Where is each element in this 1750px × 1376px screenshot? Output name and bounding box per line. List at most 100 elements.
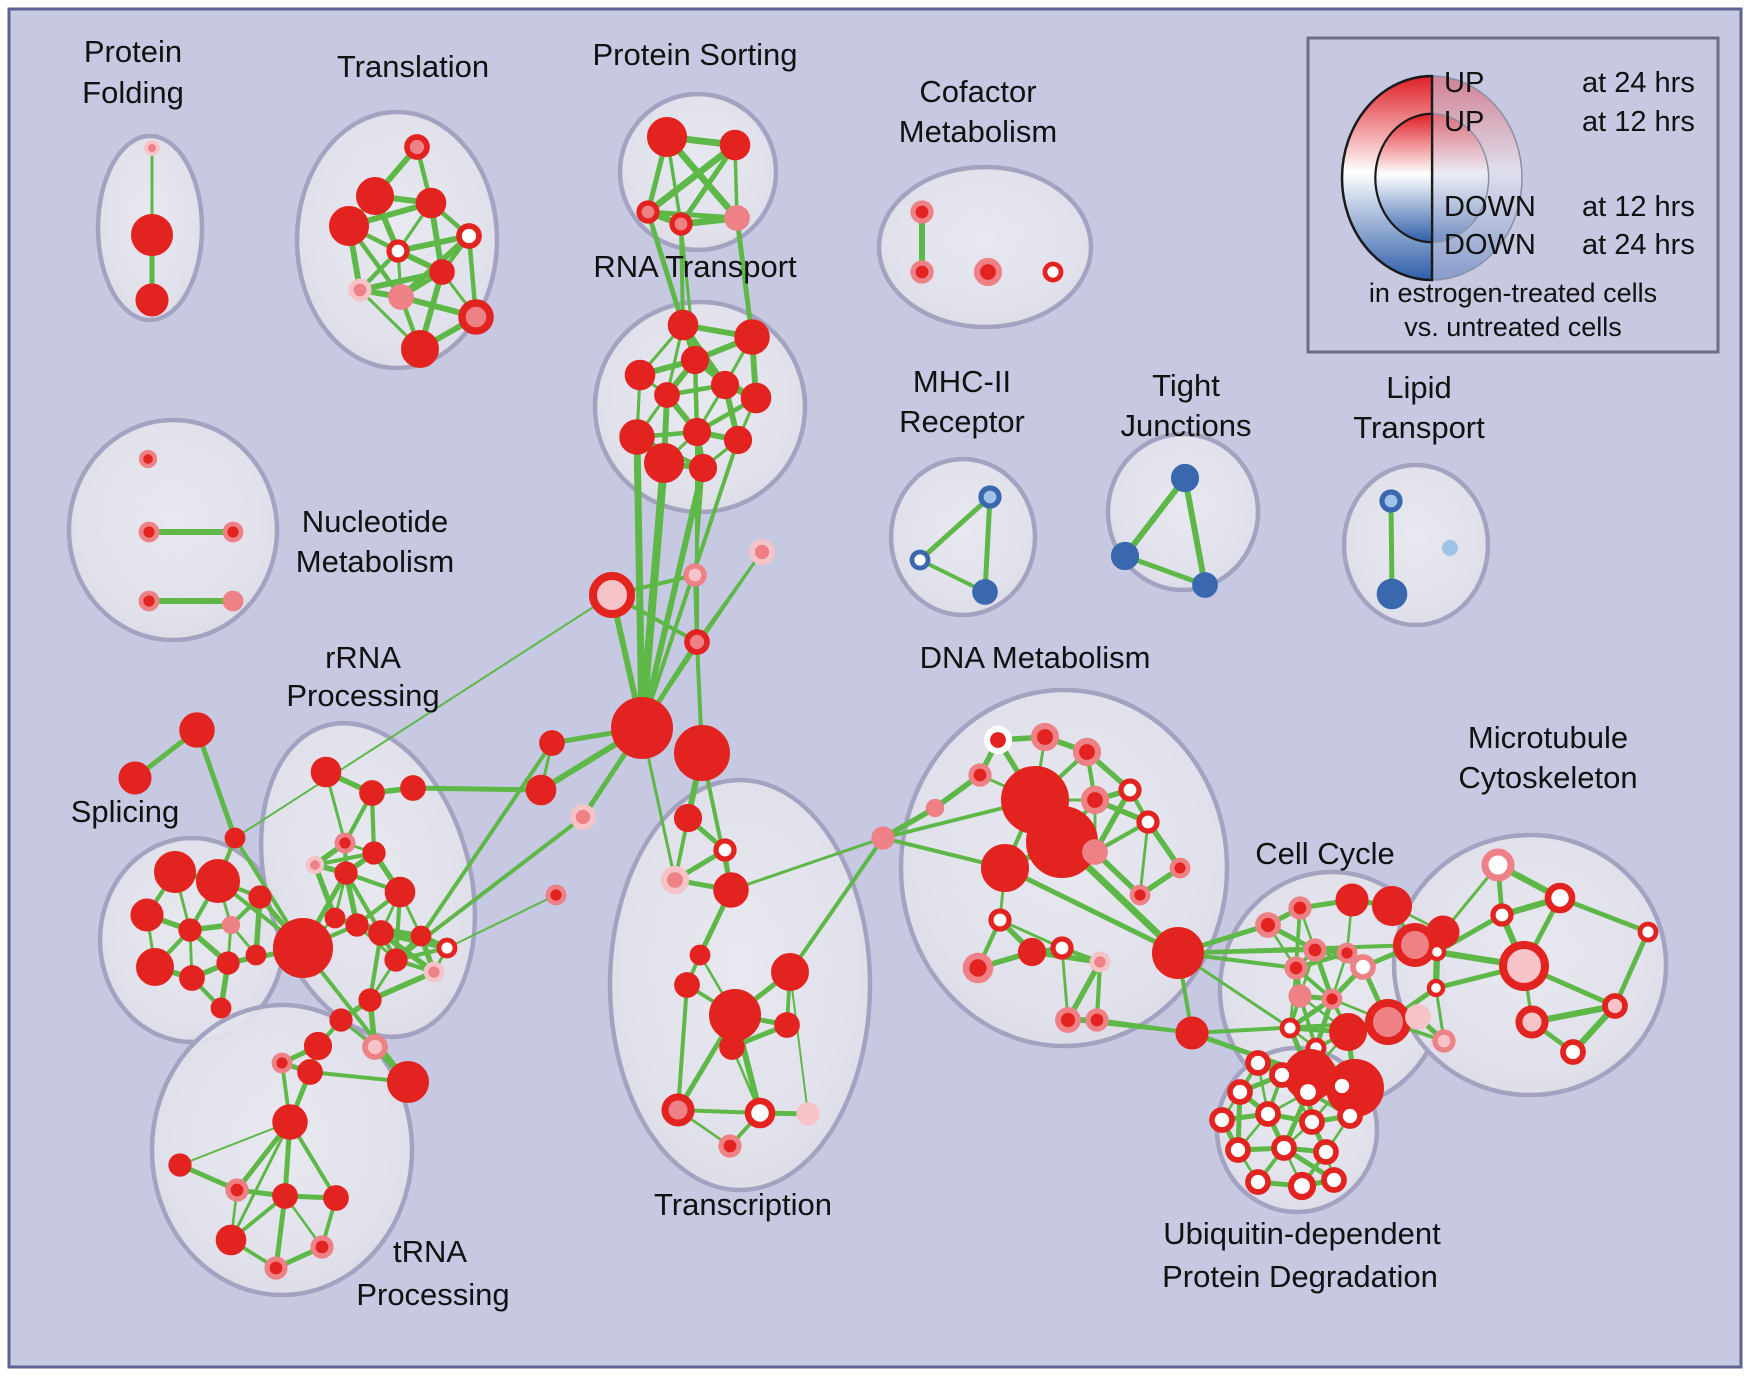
network-node-rrn [345, 913, 369, 937]
network-node-txn [713, 872, 749, 908]
legend-row-direction: UP [1444, 106, 1484, 138]
network-node-cof [910, 200, 934, 224]
cluster-label-cof: Metabolism [899, 114, 1058, 149]
legend-row-time: at 24 hrs [1582, 229, 1695, 261]
network-node-txn [744, 1097, 776, 1129]
network-edge-link [789, 971, 809, 1115]
network-node-hub [570, 804, 596, 830]
network-node-cof [973, 257, 1003, 287]
network-node-trn [215, 1224, 247, 1256]
network-node-trn [272, 1183, 298, 1209]
network-node-spl [224, 827, 246, 849]
network-edge-link [194, 727, 238, 841]
network-node-hub [684, 629, 710, 655]
legend-row-time: at 12 hrs [1582, 191, 1695, 223]
network-edge-link [639, 465, 706, 731]
network-node-tra [415, 187, 447, 219]
network-node-dna [1017, 937, 1047, 967]
network-node-dna [925, 798, 945, 818]
network-node-tra [458, 299, 494, 335]
layer-nodes [118, 117, 1659, 1280]
network-node-tra [401, 330, 439, 368]
network-node-rna [654, 382, 680, 408]
network-node-cc [1303, 938, 1327, 962]
network-node-txn [774, 1012, 800, 1038]
network-node-trn [271, 1052, 293, 1074]
cluster-ellipse-mhc [888, 456, 1038, 618]
network-node-trn [264, 1256, 288, 1280]
network-edge-link [229, 1120, 292, 1242]
network-node-cc [1405, 1004, 1431, 1030]
network-node-rrn [334, 861, 358, 885]
network-node-cc [1372, 886, 1412, 926]
network-node-rrn [324, 907, 346, 929]
network-node-txn [673, 803, 703, 833]
network-node-trn [168, 1153, 192, 1177]
network-node-spl [216, 951, 240, 975]
network-node-dna [962, 952, 994, 984]
legend-row-direction: DOWN [1444, 191, 1536, 223]
network-node-cc [1365, 999, 1411, 1045]
network-node-ps [669, 212, 693, 236]
network-node-spl [248, 885, 272, 909]
cluster-label-mt: Cytoskeleton [1458, 760, 1637, 795]
network-node-dna [871, 826, 895, 850]
legend-caption: vs. untreated cells [1404, 312, 1622, 342]
network-node-dna [1030, 722, 1060, 752]
legend: UP at 24 hrs UP at 12 hrs DOWN at 12 hrs DOWN a… [1306, 36, 1720, 354]
network-node-trn [225, 1178, 249, 1202]
network-node-spl [210, 997, 232, 1019]
network-node-rna [734, 319, 770, 355]
network-node-rna [682, 417, 712, 447]
cluster-ellipse-cof [876, 164, 1094, 330]
network-node-mt [1499, 941, 1549, 991]
network-node-rrn [273, 918, 333, 978]
legend-ring-12h-solid [1374, 112, 1434, 244]
network-node-txn [718, 1134, 742, 1158]
network-edge-mt [1557, 895, 1651, 935]
network-node-ubi [1227, 1079, 1253, 1105]
network-edge-link [179, 1121, 291, 1166]
network-node-rrn [368, 920, 394, 946]
network-node-mt [1602, 993, 1628, 1019]
network-node-dna [983, 725, 1013, 755]
network-node-rna [644, 443, 684, 483]
network-node-cc [1329, 1013, 1367, 1051]
cluster-ellipse-txn [607, 777, 873, 1193]
cluster-label-rrn: rRNA [325, 640, 401, 675]
network-node-rna [619, 419, 655, 455]
network-node-nuc [222, 521, 244, 543]
cluster-label-trn: tRNA [393, 1234, 467, 1269]
network-node-cc [1279, 1017, 1301, 1039]
network-node-dna [1118, 778, 1142, 802]
network-node-dna [1129, 884, 1151, 906]
cluster-label-ubi: Protein Degradation [1162, 1259, 1438, 1294]
network-node-dna [1085, 1008, 1109, 1032]
network-node-ubi [1321, 1167, 1347, 1193]
network-node-nuc [138, 590, 160, 612]
network-node-rrn [400, 775, 426, 801]
network-edge-link [645, 209, 686, 328]
network-node-cc [1432, 1029, 1456, 1053]
network-node-txn [545, 884, 567, 906]
network-node-spl [221, 915, 241, 935]
network-node-rrn [358, 988, 382, 1012]
network-node-ubi [1313, 1139, 1339, 1165]
network-node-txn [674, 972, 700, 998]
network-edge-dna [1138, 820, 1150, 897]
network-node-trn [297, 1059, 323, 1085]
network-node-rrn [305, 855, 325, 875]
cluster-label-cof: Cofactor [919, 74, 1036, 109]
network-node-dna [1055, 1007, 1081, 1033]
network-node-cc [1152, 927, 1204, 979]
network-node-spl [136, 948, 174, 986]
network-node-ubi [1337, 1103, 1363, 1129]
network-node-ubi [1299, 1109, 1325, 1135]
network-node-spl [196, 859, 240, 903]
network-node-tra [388, 284, 414, 310]
network-node-nuc [138, 521, 160, 543]
network-node-nuc [222, 590, 244, 612]
network-node-ubi [1293, 1077, 1323, 1107]
network-node-rrn [362, 841, 386, 865]
